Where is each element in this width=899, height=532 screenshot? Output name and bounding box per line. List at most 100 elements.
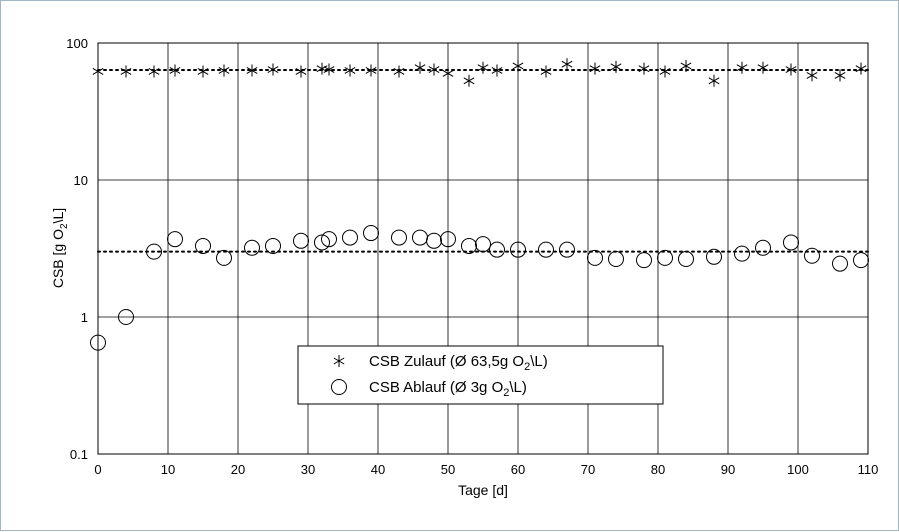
y-axis-label-tail: \L] bbox=[50, 208, 66, 224]
x-tick-label: 100 bbox=[787, 462, 809, 477]
point-ablauf bbox=[265, 237, 281, 254]
point-ablauf bbox=[293, 232, 309, 249]
y-axis-label-sub: 2 bbox=[59, 223, 70, 229]
point-zulauf bbox=[680, 59, 692, 72]
point-zulauf bbox=[638, 62, 650, 75]
point-zulauf bbox=[295, 65, 307, 78]
legend-label-ablauf: CSB Ablauf (Ø 3g O2\L) bbox=[369, 379, 527, 399]
legend-marker-zulauf-asterisk-icon bbox=[333, 355, 345, 367]
point-ablauf bbox=[167, 231, 183, 248]
x-tick-label: 0 bbox=[94, 462, 101, 477]
point-ablauf bbox=[832, 255, 848, 272]
point-zulauf bbox=[736, 61, 748, 74]
point-ablauf bbox=[321, 231, 337, 248]
point-zulauf bbox=[169, 64, 181, 77]
point-ablauf bbox=[363, 225, 379, 242]
point-zulauf bbox=[589, 62, 601, 75]
point-ablauf bbox=[608, 251, 624, 268]
x-tick-label: 80 bbox=[651, 462, 665, 477]
point-zulauf bbox=[785, 63, 797, 76]
x-tick-label: 90 bbox=[721, 462, 735, 477]
point-zulauf bbox=[218, 64, 230, 77]
legend-marker-ablauf-circle-icon bbox=[331, 379, 347, 395]
point-zulauf bbox=[806, 69, 818, 82]
point-ablauf bbox=[657, 249, 673, 266]
point-ablauf bbox=[706, 248, 722, 265]
y-tick-label: 1 bbox=[81, 310, 88, 325]
point-ablauf bbox=[118, 309, 134, 325]
x-tick-label: 110 bbox=[858, 462, 879, 477]
y-tick-labels: 0.1 1 10 100 bbox=[66, 36, 88, 462]
point-ablauf bbox=[510, 241, 526, 258]
point-zulauf bbox=[442, 67, 454, 80]
x-tick-label: 60 bbox=[511, 462, 525, 477]
point-ablauf bbox=[734, 245, 750, 262]
x-tick-label: 10 bbox=[161, 462, 175, 477]
point-ablauf bbox=[538, 241, 554, 258]
y-axis-label-main: CSB [g O bbox=[50, 229, 66, 288]
point-zulauf bbox=[316, 62, 328, 75]
legend-box bbox=[297, 345, 664, 405]
x-tick-label: 50 bbox=[441, 462, 455, 477]
point-zulauf bbox=[708, 74, 720, 87]
data-points bbox=[90, 58, 869, 351]
point-ablauf bbox=[216, 249, 232, 266]
point-ablauf bbox=[90, 334, 106, 351]
point-zulauf bbox=[428, 63, 440, 76]
y-tick-label: 100 bbox=[66, 36, 88, 51]
point-zulauf bbox=[561, 58, 573, 71]
point-ablauf bbox=[391, 229, 407, 246]
point-ablauf bbox=[678, 251, 694, 268]
legend: CSB Zulauf (Ø 63,5g O2\L) CSB Ablauf (Ø … bbox=[297, 345, 664, 405]
x-tick-label: 20 bbox=[231, 462, 245, 477]
point-ablauf bbox=[783, 234, 799, 251]
point-ablauf bbox=[636, 252, 652, 269]
point-ablauf bbox=[489, 241, 505, 258]
x-axis-label: Tage [d] bbox=[458, 482, 508, 498]
point-ablauf bbox=[587, 249, 603, 266]
point-zulauf bbox=[834, 69, 846, 82]
point-zulauf bbox=[855, 62, 867, 75]
point-ablauf bbox=[853, 252, 869, 269]
point-ablauf bbox=[342, 229, 358, 246]
point-zulauf bbox=[610, 60, 622, 73]
point-zulauf bbox=[512, 59, 524, 72]
point-zulauf bbox=[393, 65, 405, 78]
point-ablauf bbox=[804, 247, 820, 264]
point-zulauf bbox=[659, 65, 671, 78]
point-zulauf bbox=[120, 65, 132, 78]
point-ablauf bbox=[475, 236, 491, 253]
point-zulauf bbox=[757, 61, 769, 74]
point-zulauf bbox=[197, 65, 209, 78]
point-zulauf bbox=[540, 65, 552, 78]
point-zulauf bbox=[491, 64, 503, 77]
point-zulauf bbox=[246, 64, 258, 77]
x-tick-label: 40 bbox=[371, 462, 385, 477]
point-ablauf bbox=[426, 232, 442, 249]
x-tick-labels: 0 10 20 30 40 50 60 70 80 90 100 110 bbox=[94, 462, 878, 477]
legend-label-zulauf: CSB Zulauf (Ø 63,5g O2\L) bbox=[369, 353, 548, 373]
point-zulauf bbox=[365, 64, 377, 77]
x-tick-label: 30 bbox=[301, 462, 315, 477]
x-tick-label: 70 bbox=[581, 462, 595, 477]
point-zulauf bbox=[323, 63, 335, 76]
y-tick-label: 10 bbox=[74, 173, 88, 188]
point-zulauf bbox=[92, 65, 104, 78]
point-ablauf bbox=[755, 239, 771, 256]
point-zulauf bbox=[267, 63, 279, 76]
point-zulauf bbox=[477, 61, 489, 74]
point-zulauf bbox=[414, 61, 426, 74]
point-ablauf bbox=[195, 237, 211, 254]
point-ablauf bbox=[559, 241, 575, 258]
y-tick-label: 0.1 bbox=[70, 447, 88, 462]
point-ablauf bbox=[146, 243, 162, 260]
y-axis-label: CSB [g O2\L] bbox=[50, 208, 70, 288]
point-zulauf bbox=[463, 74, 475, 87]
point-ablauf bbox=[461, 237, 477, 254]
point-ablauf bbox=[314, 234, 330, 251]
point-zulauf bbox=[148, 65, 160, 78]
point-zulauf bbox=[344, 64, 356, 77]
point-ablauf bbox=[440, 231, 456, 248]
